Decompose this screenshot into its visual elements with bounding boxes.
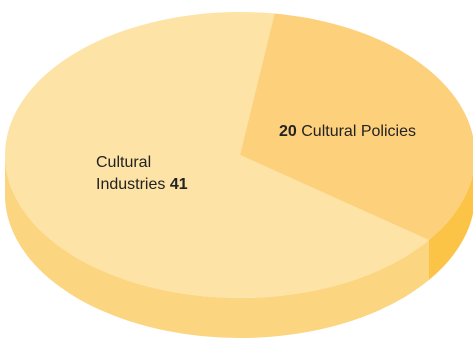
slice-name-cultural-industries-line1: Cultural <box>96 154 152 171</box>
slice-value-cultural-industries: 41 <box>169 176 188 193</box>
slice-side-cultural-policies <box>428 173 473 281</box>
slice-cultural-industries <box>4 11 429 298</box>
slice-name-cultural-policies: Cultural Policies <box>301 123 416 140</box>
slice-label-cultural-policies: 20 Cultural Policies <box>279 121 416 143</box>
slice-label-cultural-industries: Cultural Industries 41 <box>96 152 188 196</box>
slice-value-cultural-policies: 20 <box>279 123 297 140</box>
slice-name-cultural-industries-line2: Industries <box>96 176 166 193</box>
slice-side-cultural-industries <box>5 155 429 338</box>
slice-cultural-policies <box>240 13 473 241</box>
